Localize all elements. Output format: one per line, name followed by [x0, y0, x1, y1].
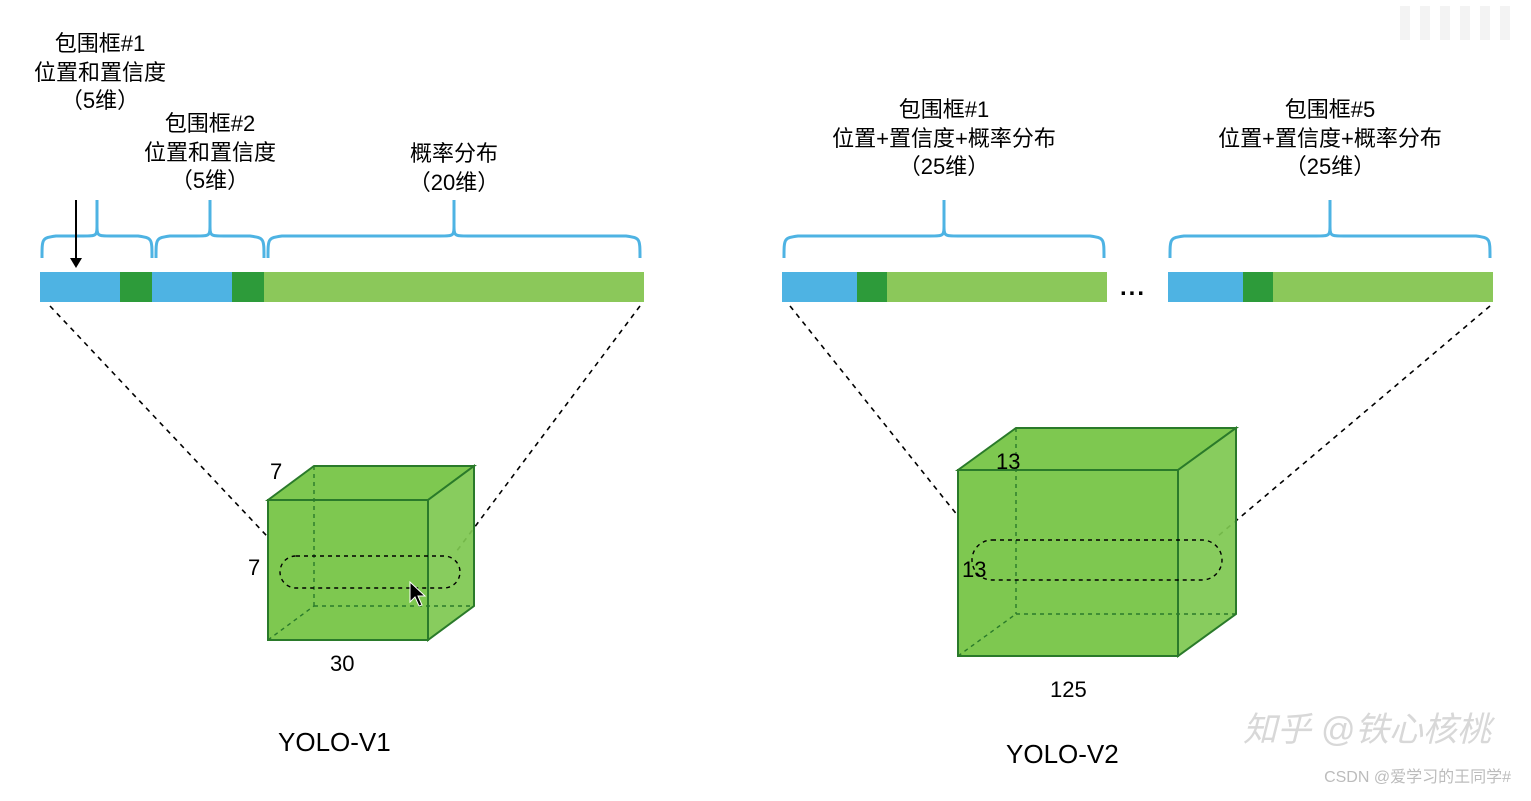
v2-box5-label: 包围框#5 位置+置信度+概率分布 （25维）: [1210, 96, 1450, 182]
v2-box5-l2: 位置+置信度+概率分布: [1210, 125, 1450, 154]
v2-box1-l3: （25维）: [824, 153, 1064, 182]
v2-box1-label: 包围框#1 位置+置信度+概率分布 （25维）: [824, 96, 1064, 182]
v2-dim-bottom: 125: [1050, 676, 1087, 705]
v1-box1-label: 包围框#1 位置和置信度 （5维）: [20, 30, 180, 116]
v2-title: YOLO-V2: [1006, 738, 1119, 772]
v2-ellipsis: ...: [1120, 272, 1146, 303]
v1-prob-l2: （20维）: [374, 169, 534, 198]
v1-box2-l2: 位置和置信度: [130, 139, 290, 168]
v2-box5-l1: 包围框#5: [1210, 96, 1450, 125]
v1-dim-top: 7: [270, 458, 282, 487]
v1-box1-l2: 位置和置信度: [20, 59, 180, 88]
v1-dim-left: 7: [248, 554, 260, 583]
v1-prob-label: 概率分布 （20维）: [374, 140, 534, 197]
v1-dim-bottom: 30: [330, 650, 354, 679]
v2-dim-top: 13: [996, 448, 1020, 477]
v1-title: YOLO-V1: [278, 726, 391, 760]
v1-box2-label: 包围框#2 位置和置信度 （5维）: [130, 110, 290, 196]
watermark-csdn: CSDN @爱学习的王同学#: [1324, 763, 1511, 787]
v2-dim-left: 13: [962, 556, 986, 585]
watermark-zhihu: 知乎 @铁心核桃: [1243, 702, 1491, 751]
v2-box1-l2: 位置+置信度+概率分布: [824, 125, 1064, 154]
v1-box2-l3: （5维）: [130, 167, 290, 196]
v1-prob-l1: 概率分布: [374, 140, 534, 169]
v2-box5-l3: （25维）: [1210, 153, 1450, 182]
v1-box1-l1: 包围框#1: [20, 30, 180, 59]
v2-box1-l1: 包围框#1: [824, 96, 1064, 125]
v1-box2-l1: 包围框#2: [130, 110, 290, 139]
